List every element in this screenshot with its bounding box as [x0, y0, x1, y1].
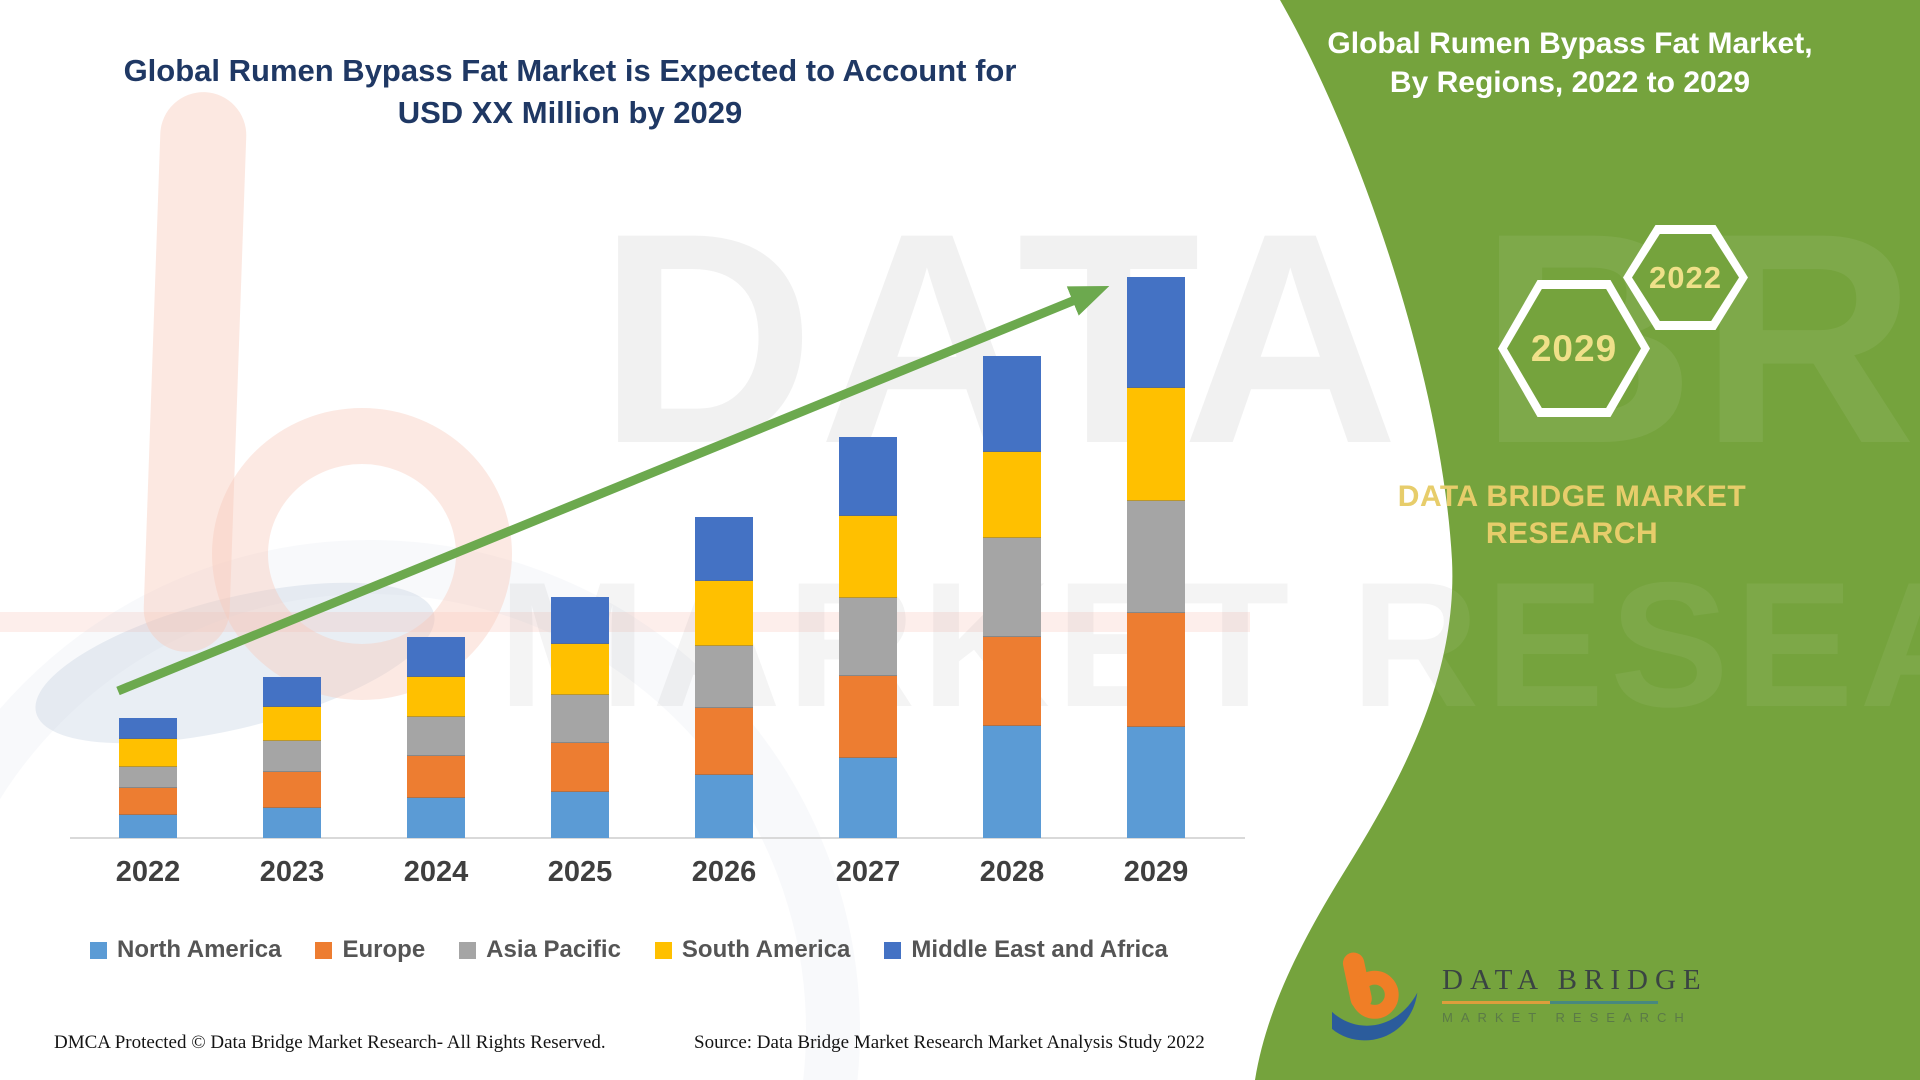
company-logo-name: DATA BRIDGE: [1442, 964, 1708, 996]
legend-swatch-icon: [884, 941, 902, 959]
bar-segment-asia-pacific: [407, 717, 465, 756]
bar-segment-north-america: [263, 808, 321, 838]
bar-2022: [119, 718, 177, 838]
panel-title: Global Rumen Bypass Fat Market, By Regio…: [1290, 24, 1850, 102]
bar-segment-asia-pacific: [1127, 501, 1185, 613]
bar-segment-asia-pacific: [119, 767, 177, 788]
bar-segment-south-america: [551, 644, 609, 695]
legend-swatch-icon: [459, 941, 477, 959]
chart-title-line2: USD XX Million by 2029: [397, 95, 743, 130]
company-logo: DATA BRIDGE MARKET RESEARCH: [1332, 950, 1708, 1046]
bar-segment-south-america: [1127, 388, 1185, 501]
bar-segment-europe: [119, 788, 177, 815]
bar-segment-south-america: [119, 739, 177, 767]
footer-dmca-text: DMCA Protected © Data Bridge Market Rese…: [54, 1032, 606, 1053]
bar-2029: [1127, 277, 1185, 838]
legend-label: North America: [117, 936, 282, 963]
legend-item-north-america: North America: [90, 936, 281, 964]
legend-swatch-icon: [315, 941, 333, 959]
bar-segment-europe: [1127, 613, 1185, 727]
bar-segment-north-america: [1127, 727, 1185, 838]
bar-segment-middle-east-and-africa: [119, 718, 177, 739]
bar-segment-south-america: [983, 452, 1041, 538]
bar-segment-asia-pacific: [695, 646, 753, 708]
legend-item-middle-east-and-africa: Middle East and Africa: [884, 936, 1168, 964]
legend-label: Europe: [342, 936, 426, 963]
hexagon-badge-2029: 2029: [1498, 280, 1650, 417]
panel-title-line2: By Regions, 2022 to 2029: [1389, 66, 1751, 99]
footer-source-text: Source: Data Bridge Market Research Mark…: [694, 1032, 1205, 1053]
company-logo-text: DATA BRIDGE MARKET RESEARCH: [1442, 964, 1708, 1025]
bar-segment-north-america: [983, 726, 1041, 838]
bar-segment-asia-pacific: [263, 741, 321, 772]
bar-segment-south-america: [263, 707, 321, 741]
company-logo-subtitle: MARKET RESEARCH: [1442, 1010, 1692, 1025]
bar-2028: [983, 356, 1041, 838]
company-logo-icon: [1332, 952, 1418, 1041]
legend-swatch-icon: [90, 941, 107, 959]
bar-2024: [407, 637, 465, 838]
bar-segment-south-america: [407, 677, 465, 717]
x-axis-label-2028: 2028: [979, 856, 1045, 888]
brand-line1: DATA BRIDGE MARKET: [1397, 480, 1747, 513]
company-logo-rule: [1442, 1001, 1658, 1004]
hexagon-badge-2022: 2022: [1623, 225, 1748, 330]
chart-legend: North America Europe Asia Pacific South Ame…: [90, 936, 1168, 964]
bar-segment-asia-pacific: [551, 695, 609, 743]
brand-line2: RESEARCH: [1485, 517, 1659, 550]
bar-segment-north-america: [695, 775, 753, 838]
bar-2023: [263, 677, 321, 838]
bar-segment-south-america: [839, 516, 897, 598]
bar-2025: [551, 597, 609, 838]
bar-2027: [839, 437, 897, 838]
bar-2026: [695, 517, 753, 838]
legend-item-asia-pacific: Asia Pacific: [459, 936, 621, 964]
x-axis-line: [70, 837, 1245, 839]
bar-segment-north-america: [407, 798, 465, 838]
bar-segment-north-america: [551, 792, 609, 838]
x-axis-label-2024: 2024: [403, 856, 469, 888]
x-axis-label-2025: 2025: [547, 856, 613, 888]
bar-segment-middle-east-and-africa: [839, 437, 897, 516]
x-axis-label-2022: 2022: [115, 856, 181, 888]
bar-segment-europe: [983, 637, 1041, 726]
bar-segment-asia-pacific: [839, 598, 897, 676]
bar-segment-middle-east-and-africa: [407, 637, 465, 677]
chart-title: Global Rumen Bypass Fat Market is Expect…: [60, 50, 1080, 134]
bar-segment-europe: [263, 772, 321, 808]
x-axis-label-2027: 2027: [835, 856, 901, 888]
bar-segment-north-america: [119, 815, 177, 838]
bar-segment-middle-east-and-africa: [1127, 277, 1185, 388]
bar-segment-europe: [839, 676, 897, 758]
bar-segment-north-america: [839, 758, 897, 838]
legend-swatch-icon: [654, 941, 672, 959]
bar-segment-europe: [551, 743, 609, 792]
bar-segment-middle-east-and-africa: [551, 597, 609, 644]
legend-label: Middle East and Africa: [911, 936, 1168, 963]
bar-segment-middle-east-and-africa: [263, 677, 321, 707]
legend-item-europe: Europe: [315, 936, 425, 964]
bar-segment-south-america: [695, 581, 753, 646]
x-axis-label-2029: 2029: [1123, 856, 1189, 888]
legend-label: South America: [681, 936, 851, 963]
hexagon-year-label: 2022: [1649, 259, 1722, 295]
hexagon-year-label: 2029: [1530, 327, 1618, 369]
x-axis-label-2023: 2023: [259, 856, 325, 888]
bar-segment-asia-pacific: [983, 538, 1041, 637]
legend-label: Asia Pacific: [486, 936, 621, 963]
panel-title-line1: Global Rumen Bypass Fat Market,: [1327, 27, 1813, 60]
x-axis-label-2026: 2026: [691, 856, 757, 888]
bar-segment-middle-east-and-africa: [983, 356, 1041, 452]
bar-segment-europe: [695, 708, 753, 775]
legend-item-south-america: South America: [654, 936, 851, 964]
chart-title-line1: Global Rumen Bypass Fat Market is Expect…: [123, 53, 1017, 88]
bar-segment-europe: [407, 756, 465, 798]
brand-wordmark: DATA BRIDGE MARKET RESEARCH: [1372, 478, 1772, 552]
bar-segment-middle-east-and-africa: [695, 517, 753, 581]
